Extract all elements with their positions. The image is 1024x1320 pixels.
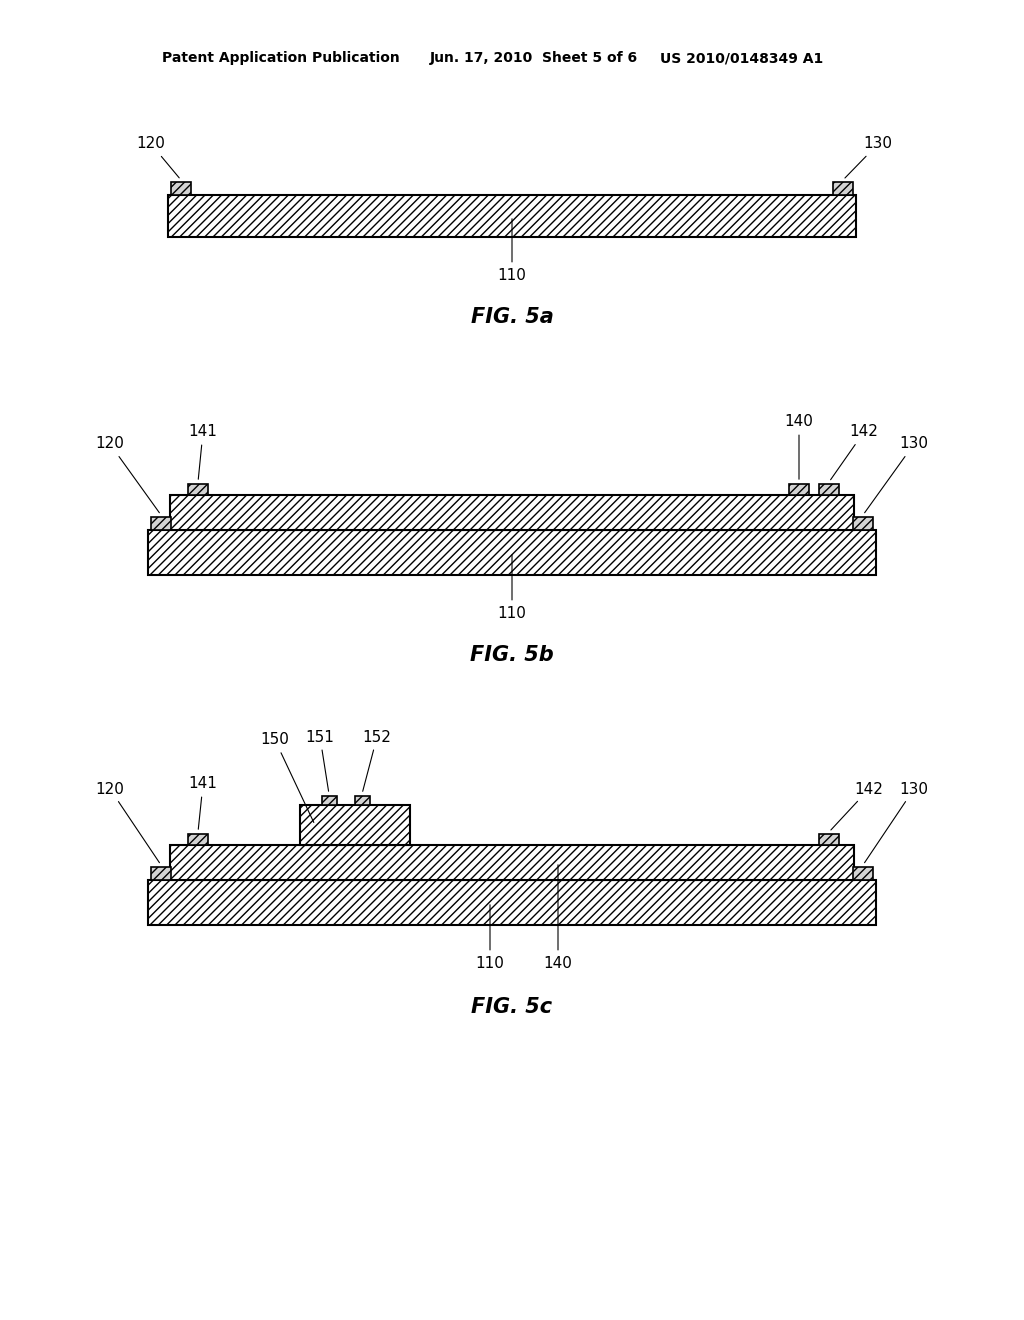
Bar [322,796,337,805]
Text: Jun. 17, 2010  Sheet 5 of 6: Jun. 17, 2010 Sheet 5 of 6 [430,51,638,65]
Text: 151: 151 [305,730,335,791]
Text: FIG. 5b: FIG. 5b [470,645,554,665]
Text: 140: 140 [784,414,813,479]
Bar [833,182,853,195]
Bar [300,805,410,845]
Bar [355,796,370,805]
Bar [819,834,839,845]
Text: 141: 141 [188,425,217,479]
Bar [853,517,873,531]
Text: 120: 120 [95,437,160,512]
Text: 140: 140 [544,865,572,970]
Bar [819,484,839,495]
Text: 141: 141 [188,776,217,829]
Bar [148,531,876,576]
Text: FIG. 5c: FIG. 5c [471,997,553,1016]
Text: 130: 130 [864,437,929,512]
Bar [170,845,854,880]
Text: 110: 110 [498,219,526,282]
Text: Patent Application Publication: Patent Application Publication [162,51,399,65]
Text: 110: 110 [475,904,505,970]
Text: 120: 120 [95,781,160,863]
Bar [790,484,809,495]
Text: 110: 110 [498,554,526,620]
Text: 142: 142 [830,425,879,479]
Bar [188,834,208,845]
Bar [151,867,171,880]
Text: 130: 130 [845,136,893,178]
Bar [151,517,171,531]
Text: 150: 150 [260,733,313,822]
Bar [170,495,854,531]
Bar [148,880,876,925]
Text: US 2010/0148349 A1: US 2010/0148349 A1 [660,51,823,65]
Bar [188,484,208,495]
Bar [171,182,191,195]
Text: FIG. 5a: FIG. 5a [471,308,553,327]
Bar [853,867,873,880]
Text: 120: 120 [136,136,179,178]
Bar [168,195,856,238]
Text: 152: 152 [362,730,391,791]
Text: 130: 130 [864,781,929,863]
Text: 142: 142 [830,781,884,830]
